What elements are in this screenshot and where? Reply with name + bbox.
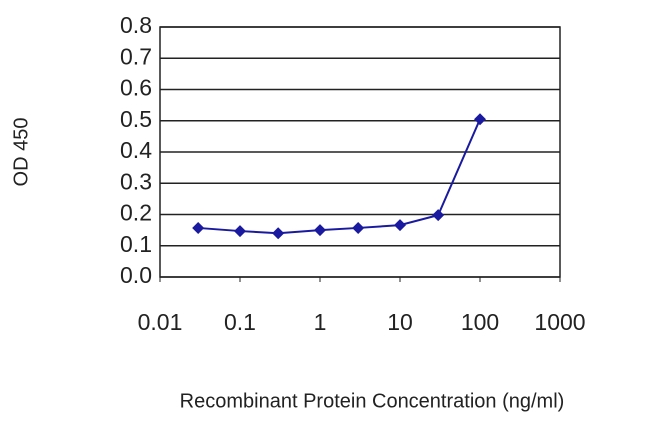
data-point <box>192 221 205 234</box>
data-point <box>394 219 406 232</box>
x-tick-label: 0.1 <box>224 309 256 335</box>
plot-frame <box>159 26 561 278</box>
data-point <box>432 209 445 222</box>
y-tick-label: 0.4 <box>120 137 152 163</box>
y-tick-label: 0.7 <box>120 43 152 69</box>
y-tick-label: 0.2 <box>120 200 152 226</box>
data-line <box>198 118 481 235</box>
data-point <box>272 227 285 240</box>
y-tick-label: 0.6 <box>120 75 152 101</box>
x-tick-label: 1000 <box>534 309 585 335</box>
y-tick-label: 0.1 <box>120 231 152 257</box>
y-axis-label: OD 450 <box>10 118 32 187</box>
y-tick-label: 0.3 <box>120 168 152 194</box>
x-tick-label: 100 <box>461 309 499 335</box>
x-tick-label: 1 <box>314 309 327 335</box>
data-point <box>352 221 365 234</box>
x-tick-label: 0.01 <box>138 309 183 335</box>
data-point <box>234 225 246 238</box>
y-tick-label: 0.8 <box>120 12 152 38</box>
data-point <box>474 113 486 126</box>
data-point <box>314 224 326 237</box>
y-tick-label: 0.5 <box>120 106 152 132</box>
y-tick-label: 0.0 <box>120 262 152 288</box>
x-axis-label: Recombinant Protein Concentration (ng/ml… <box>180 390 565 412</box>
x-tick-label: 10 <box>387 309 413 335</box>
